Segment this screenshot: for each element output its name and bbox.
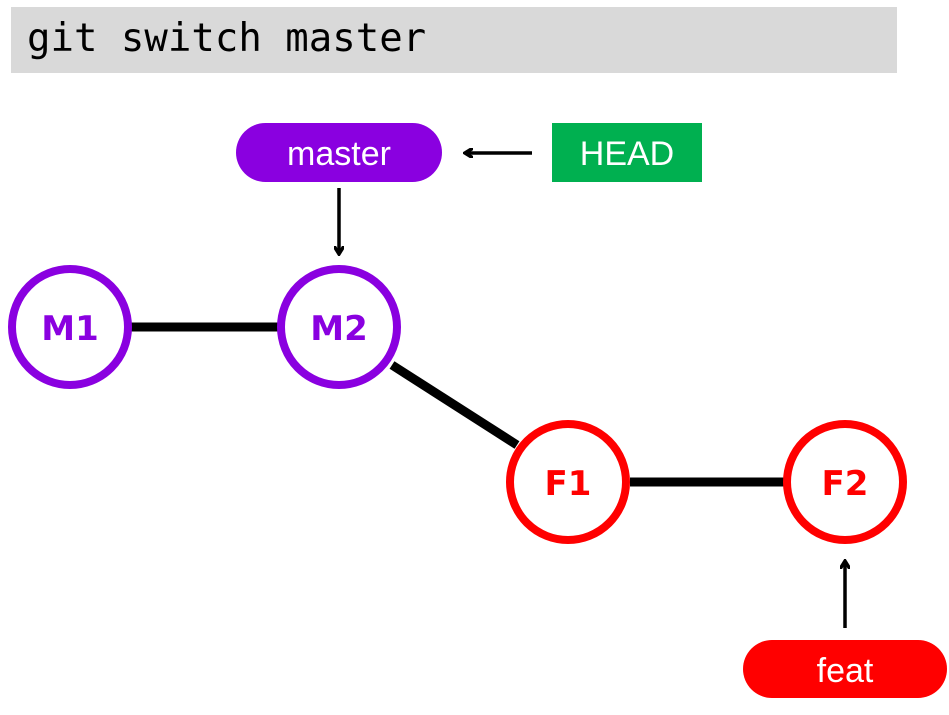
commit-m1-node	[8, 265, 132, 389]
head-box	[552, 123, 702, 182]
commit-f1-label: F1	[545, 464, 592, 504]
commit-f2-label: F2	[822, 464, 869, 504]
head-label: HEAD	[580, 135, 674, 173]
commit-m2-node	[277, 265, 401, 389]
master-branch-pill	[236, 123, 442, 182]
commit-f2-node	[783, 420, 907, 544]
feat-branch-label: feat	[817, 652, 874, 690]
feat-branch-pill	[743, 640, 947, 698]
commit-m2-label: M2	[310, 309, 368, 349]
master-branch-label: master	[287, 135, 391, 173]
command-text: git switch master	[27, 16, 427, 61]
edge-m2-f1	[389, 361, 520, 449]
commit-f1-node	[506, 420, 630, 544]
commit-m1-label: M1	[41, 309, 99, 349]
command-bar: git switch master	[11, 7, 897, 73]
